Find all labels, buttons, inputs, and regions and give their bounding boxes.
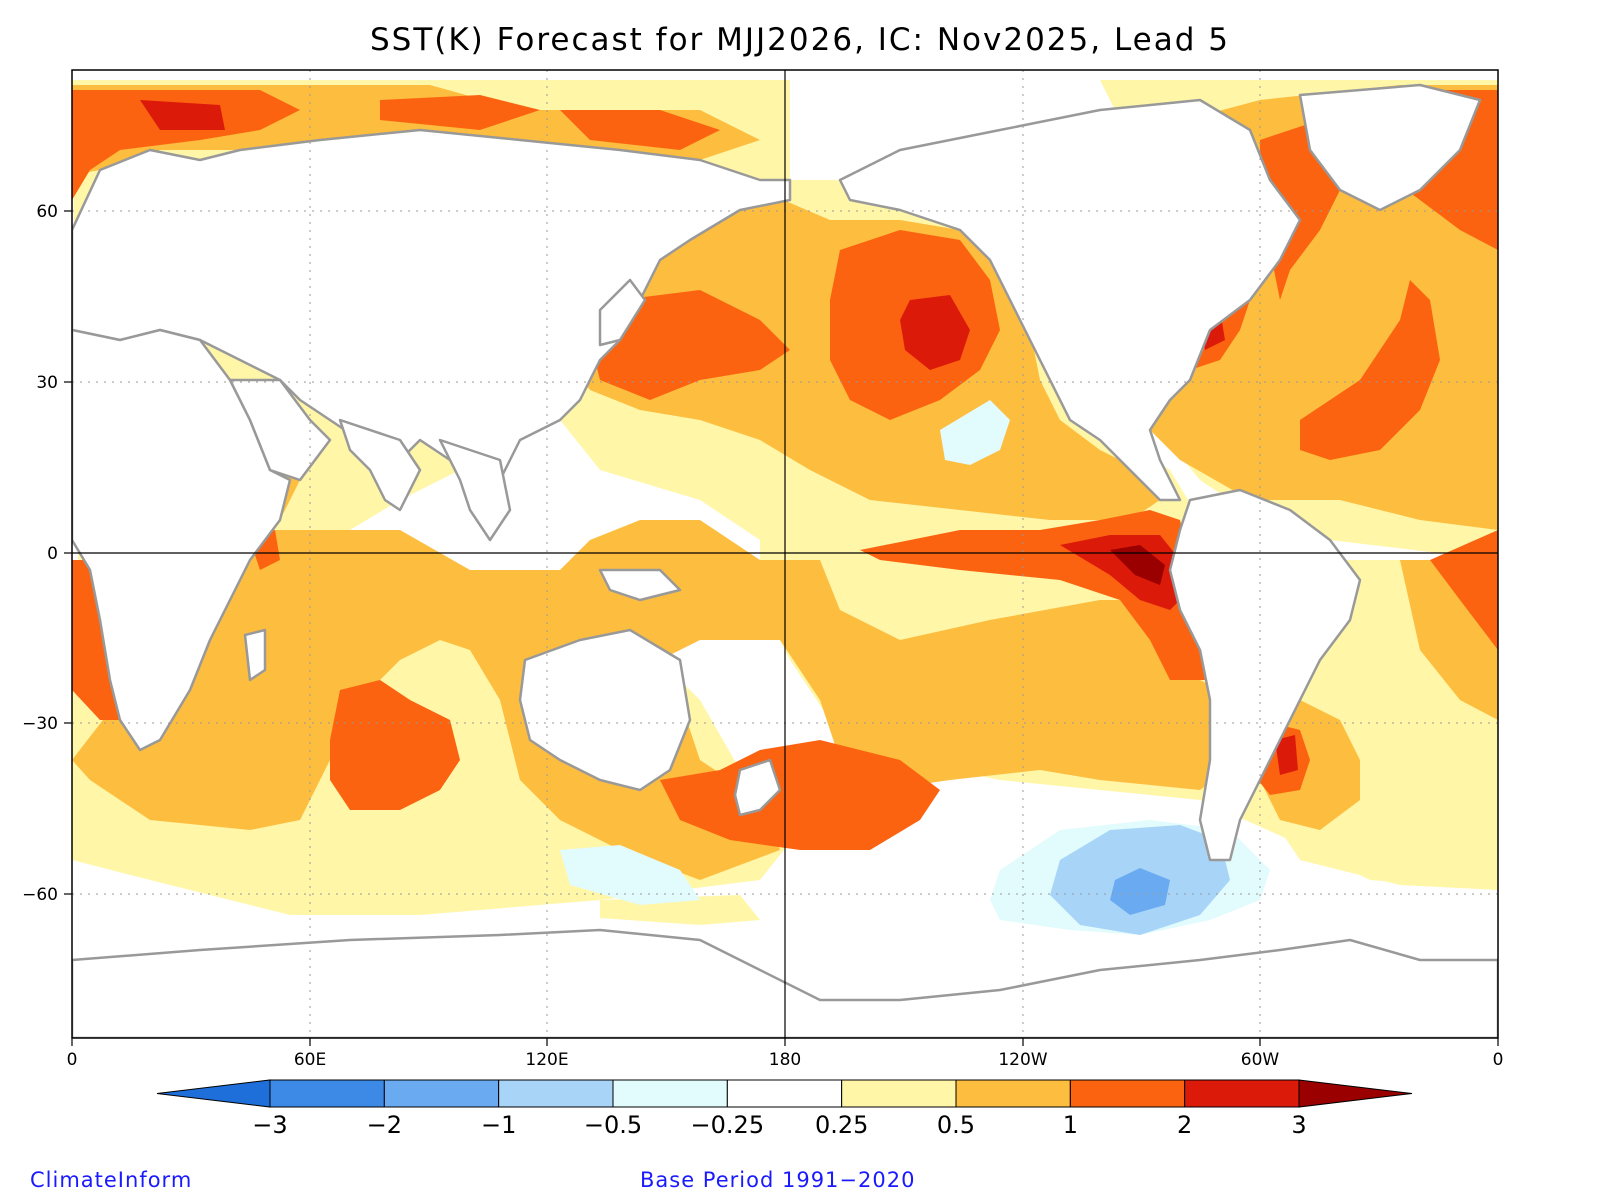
reference-lines [72, 70, 1498, 1038]
colorbar-left-arrow [156, 1079, 271, 1108]
anomaly-band-minus-2-minus-1 [1110, 868, 1170, 915]
lat-label: −60 [22, 885, 58, 905]
lat-label: −30 [22, 714, 58, 734]
land-north-america [838, 98, 1302, 502]
colorbar-tick-label: −1 [481, 1111, 516, 1139]
colorbar-right-arrow [1298, 1079, 1413, 1108]
map-panel [72, 70, 1498, 1038]
lon-label: 60W [1241, 1050, 1280, 1070]
colorbar-tick-label: −2 [367, 1111, 402, 1139]
colorbar-segment [383, 1079, 500, 1108]
colorbar-tick-label: 2 [1177, 1111, 1192, 1139]
longitude-labels: 0 60E 120E 180 120W 60W 0 [67, 1050, 1504, 1070]
lon-label: 0 [1493, 1050, 1504, 1070]
colorbar-segment [955, 1079, 1071, 1108]
axis-ticks [64, 210, 1499, 1046]
colorbar-segment [612, 1079, 728, 1108]
lon-label: 0 [67, 1050, 78, 1070]
colorbar-labels: −3 −2 −1 −0.5 −0.25 0.25 0.5 1 2 3 [252, 1111, 1306, 1139]
colorbar-segment [1069, 1079, 1186, 1108]
colorbar-tick-label: −0.25 [691, 1111, 765, 1139]
lon-label: 60E [294, 1050, 326, 1070]
colorbar-segment [1184, 1079, 1300, 1108]
land-australia [518, 628, 692, 792]
land-southeast-asia [438, 438, 512, 542]
colorbar-segment [726, 1079, 843, 1108]
colorbar-segment [841, 1079, 957, 1108]
land-africa [72, 328, 292, 752]
latitude-labels: 60 30 0 −30 −60 [22, 202, 58, 905]
credit-label: ClimateInform [30, 1168, 193, 1192]
colorbar-tick-label: 0.5 [937, 1111, 975, 1139]
map-title: SST(K) Forecast for MJJ2026, IC: Nov2025… [369, 22, 1231, 58]
lat-label: 60 [36, 202, 58, 222]
land-india [338, 418, 422, 512]
land-madagascar [243, 628, 267, 682]
colorbar-segment [498, 1079, 614, 1108]
land-arabia [228, 378, 332, 482]
land-japan [598, 278, 647, 347]
land-new-zealand [733, 758, 782, 817]
colorbar-tick-label: 3 [1291, 1111, 1306, 1139]
lat-label: 30 [36, 373, 58, 393]
colorbar-tick-label: −0.5 [584, 1111, 642, 1139]
land-new-guinea [598, 568, 682, 602]
lon-label: 120W [998, 1050, 1047, 1070]
lon-label: 180 [769, 1050, 801, 1070]
colorbar-segment [269, 1079, 385, 1108]
colorbar-tick-label: −3 [252, 1111, 287, 1139]
anomaly-band-above-3 [1110, 545, 1165, 585]
lat-label: 0 [47, 544, 58, 564]
colorbar-tick-label: 1 [1063, 1111, 1078, 1139]
land-eurasia [72, 128, 792, 512]
colorbar [156, 1079, 1413, 1108]
colorbar-tick-label: 0.25 [815, 1111, 868, 1139]
lon-label: 120E [525, 1050, 568, 1070]
base-period-label: Base Period 1991−2020 [640, 1168, 916, 1192]
land-greenland [1298, 83, 1482, 212]
